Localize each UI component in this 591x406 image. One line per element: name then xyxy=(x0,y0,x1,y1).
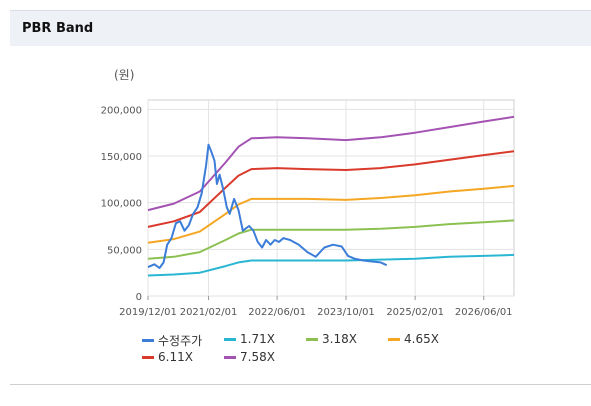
legend-swatch xyxy=(388,337,400,341)
series-line-4-65x xyxy=(147,184,515,244)
legend-swatch xyxy=(142,339,154,342)
y-tick-label: 200,000 xyxy=(101,105,142,116)
panel-header: PBR Band xyxy=(10,10,591,46)
y-tick-label: 0 xyxy=(136,292,142,303)
legend-swatch xyxy=(306,337,318,341)
legend-item[interactable]: 6.11X xyxy=(142,350,193,364)
series-line-1-71x xyxy=(147,253,515,277)
legend-item[interactable]: 1.71X xyxy=(224,332,275,346)
series-line-7-58x xyxy=(147,115,515,212)
y-tick-label: 100,000 xyxy=(101,199,142,210)
legend-label: 1.71X xyxy=(240,332,275,346)
legend-label: 7.58X xyxy=(240,350,275,364)
legend-swatch xyxy=(142,355,154,359)
legend-label: 수정주가 xyxy=(158,334,203,348)
plot-area xyxy=(147,99,515,297)
panel-title: PBR Band xyxy=(22,21,94,36)
series-line- xyxy=(147,143,388,269)
x-tick-label: 2021/02/01 xyxy=(180,307,238,318)
legend-label: 3.18X xyxy=(322,332,357,346)
x-tick-label: 2022/06/01 xyxy=(248,307,306,318)
x-tick-label: 2023/10/01 xyxy=(317,307,375,318)
legend-item[interactable]: 수정주가 xyxy=(142,332,202,349)
pbr-band-panel: PBR Band xyxy=(10,10,591,385)
legend-label: 4.65X xyxy=(404,332,439,346)
legend-swatch xyxy=(224,337,236,341)
legend-swatch xyxy=(224,355,236,359)
x-tick-label: 2025/02/01 xyxy=(386,307,444,318)
y-axis-unit: (원) xyxy=(114,68,135,82)
series-line-6-11x xyxy=(147,150,515,228)
legend-item[interactable]: 7.58X xyxy=(224,350,275,364)
y-tick-label: 150,000 xyxy=(101,152,142,163)
legend-label: 6.11X xyxy=(158,350,193,364)
y-tick-label: 50,000 xyxy=(107,245,142,256)
legend-item[interactable]: 3.18X xyxy=(306,332,357,346)
series-line-3-18x xyxy=(147,219,515,260)
x-tick-label: 2019/12/01 xyxy=(119,307,177,318)
x-tick-label: 2026/06/01 xyxy=(455,307,513,318)
legend-item[interactable]: 4.65X xyxy=(388,332,439,346)
